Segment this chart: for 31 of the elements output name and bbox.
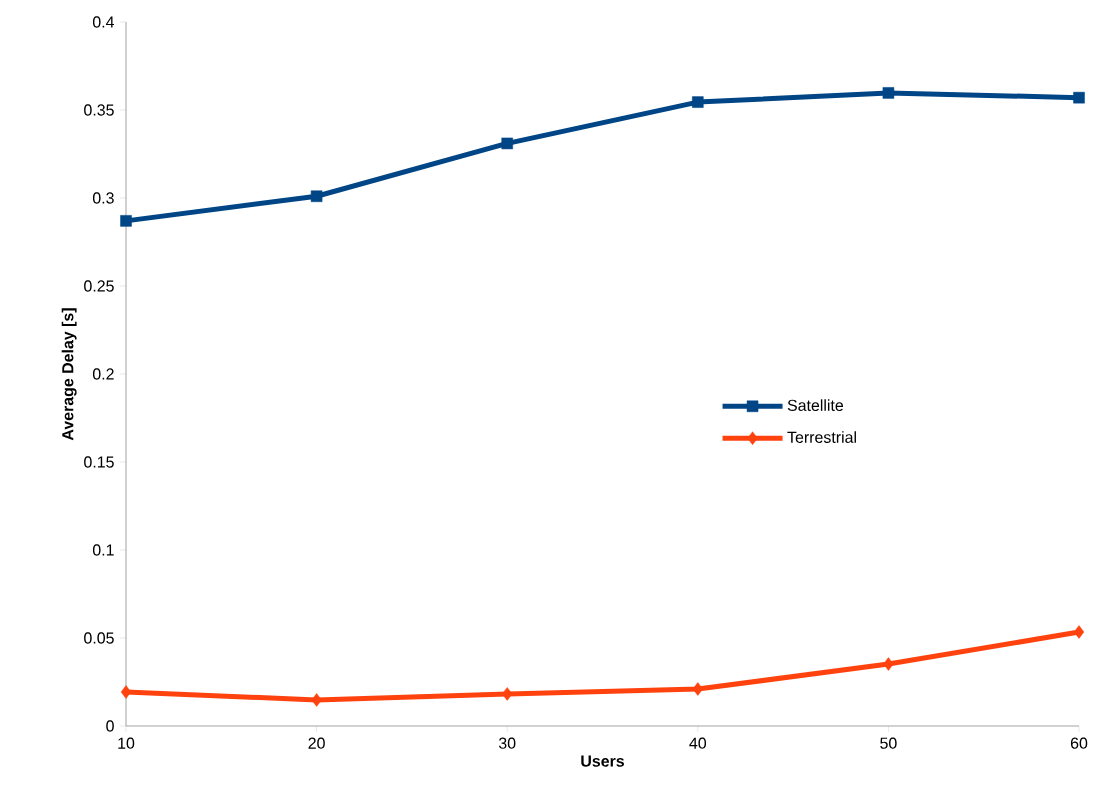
y-tick-label: 0 xyxy=(106,720,114,732)
point xyxy=(692,96,704,108)
point xyxy=(883,657,894,671)
y-tick-label: 0.3 xyxy=(92,192,114,204)
x-tick-label: 30 xyxy=(498,737,516,749)
y-tick-label: 0.15 xyxy=(84,456,114,468)
x-axis-title: Users xyxy=(581,755,624,767)
y-tick-label: 0.2 xyxy=(92,368,114,380)
x-tick-label: 20 xyxy=(308,737,325,749)
x-tick-label: 40 xyxy=(689,737,707,749)
point xyxy=(310,190,323,202)
y-tick-label: 0.05 xyxy=(84,632,114,644)
point xyxy=(1073,91,1085,104)
y-tick-label: 0.35 xyxy=(84,104,114,116)
y-tick-label: 0.1 xyxy=(92,544,114,556)
point xyxy=(1073,625,1085,639)
x-tick-label: 50 xyxy=(880,737,897,749)
point xyxy=(502,687,513,701)
x-tick-label: 10 xyxy=(118,737,135,749)
point xyxy=(311,693,322,707)
y-tick-label: 0.4 xyxy=(92,16,115,28)
legend-label: Terrestrial xyxy=(787,431,856,443)
legend-label: Satellite xyxy=(787,399,844,412)
y-axis-title: Average Delay [s] xyxy=(61,308,77,441)
y-tick-label: 0.25 xyxy=(84,280,114,292)
point xyxy=(882,87,895,99)
point xyxy=(120,685,132,699)
point xyxy=(120,215,132,227)
point xyxy=(501,137,513,150)
point xyxy=(692,682,703,696)
x-tick-label: 60 xyxy=(1070,737,1088,749)
